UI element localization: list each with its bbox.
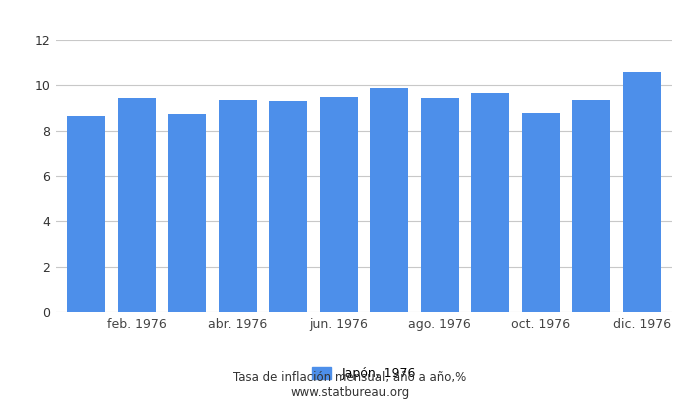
Bar [270, 101, 307, 312]
Bar [421, 98, 458, 312]
Bar [320, 97, 358, 312]
Legend: Japón, 1976: Japón, 1976 [312, 367, 416, 380]
Text: Tasa de inflación mensual, año a año,%: Tasa de inflación mensual, año a año,% [233, 372, 467, 384]
Bar [168, 114, 206, 312]
Bar [573, 100, 610, 312]
Bar [522, 112, 560, 312]
Bar [118, 98, 155, 312]
Bar [219, 100, 257, 312]
Bar [67, 116, 105, 312]
Bar [370, 88, 408, 312]
Bar [623, 72, 661, 312]
Bar [471, 93, 509, 312]
Text: www.statbureau.org: www.statbureau.org [290, 386, 410, 399]
